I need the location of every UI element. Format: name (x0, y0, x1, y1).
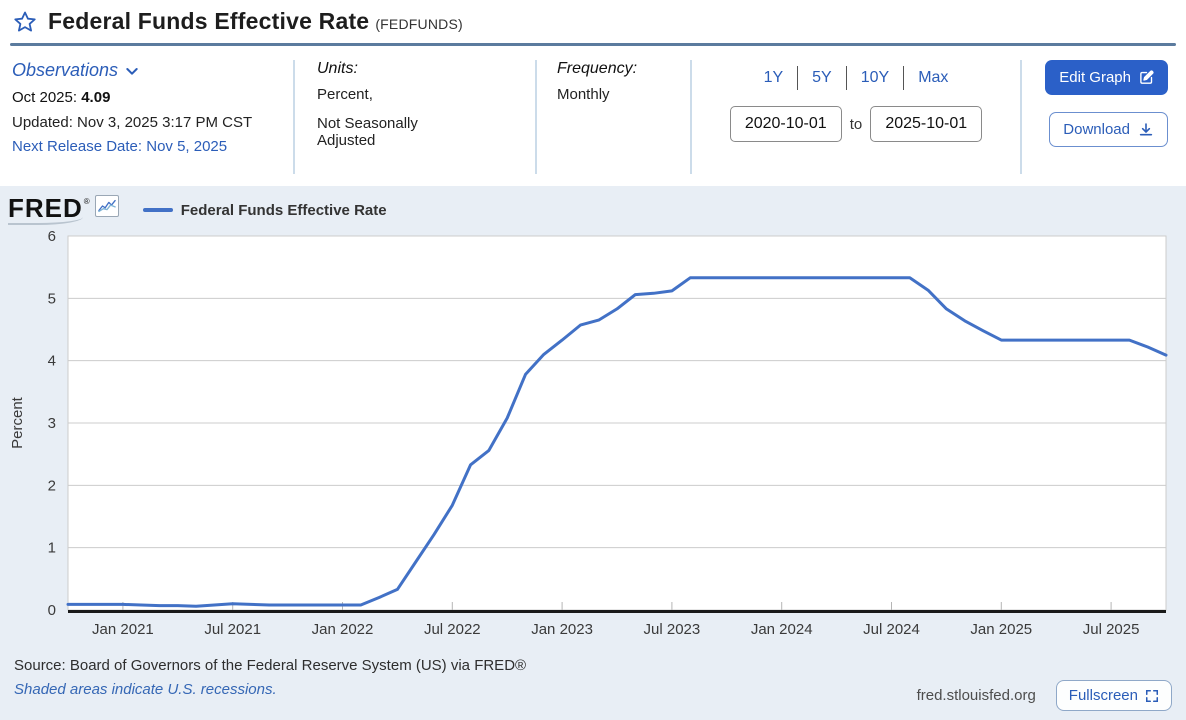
y-axis-title: Percent (9, 396, 26, 449)
fullscreen-button[interactable]: Fullscreen (1055, 680, 1172, 711)
latest-value: 4.09 (81, 89, 111, 106)
fred-wordmark: FRED (8, 193, 83, 225)
footer-right: fred.stlouisfed.org Fullscreen (917, 680, 1172, 711)
chart-legend: Federal Funds Effective Rate (142, 201, 387, 219)
fullscreen-icon (1145, 689, 1159, 702)
x-tick-label: Jul 2025 (1083, 621, 1140, 638)
download-button[interactable]: Download (1049, 112, 1168, 147)
start-date-input[interactable] (729, 106, 842, 142)
x-tick-label: Jul 2024 (863, 621, 920, 638)
range-presets: 1Y 5Y 10Y Max (763, 66, 949, 90)
range-preset-1y[interactable]: 1Y (763, 69, 784, 86)
toolbar-divider (293, 60, 295, 174)
units-value: Percent, (317, 86, 373, 103)
site-url: fred.stlouisfed.org (916, 687, 1036, 704)
series-id: (FEDFUNDS) (375, 16, 463, 32)
units-panel: Units: Percent, Not Seasonally Adjusted (295, 58, 535, 176)
fred-chart-icon (94, 195, 119, 217)
x-tick-label: Jan 2023 (531, 621, 593, 638)
favorite-star-icon[interactable] (12, 9, 38, 35)
units-label: Units: (317, 60, 358, 77)
to-label: to (849, 115, 863, 133)
chevron-down-icon (126, 67, 138, 75)
y-tick-label: 6 (48, 228, 56, 245)
range-preset-10y[interactable]: 10Y (860, 69, 890, 86)
toolbar-divider (690, 60, 692, 174)
actions-panel: Edit Graph Download (1022, 58, 1186, 176)
frequency-label: Frequency: (557, 60, 638, 77)
download-label: Download (1063, 121, 1130, 138)
edit-graph-button[interactable]: Edit Graph (1045, 60, 1168, 95)
toolbar-divider (1020, 60, 1022, 174)
preset-separator (797, 66, 799, 90)
x-tick-label: Jul 2022 (424, 621, 481, 638)
updated-timestamp: Updated: Nov 3, 2025 3:17 PM CST (12, 114, 253, 131)
chart-header: FRED ® Federal Funds Effective Rate (0, 186, 1186, 225)
fred-logo[interactable]: FRED ® (8, 195, 119, 225)
range-preset-5y[interactable]: 5Y (812, 69, 832, 86)
legend-label: Federal Funds Effective Rate (180, 201, 387, 219)
x-tick-label: Jul 2023 (644, 621, 701, 638)
fullscreen-label: Fullscreen (1068, 687, 1138, 704)
end-date-input[interactable] (870, 106, 983, 142)
x-tick-label: Jan 2025 (970, 621, 1032, 638)
observations-dropdown[interactable]: Observations (12, 60, 140, 81)
source-attribution: Source: Board of Governors of the Federa… (14, 657, 527, 674)
chart-region: FRED ® Federal Funds Effective Rate 0 1 2 3… (0, 186, 1186, 720)
x-tick-label: Jan 2021 (92, 621, 154, 638)
registered-mark: ® (83, 197, 90, 206)
latest-observation: Oct 2025: 4.09 (12, 89, 111, 106)
range-preset-max[interactable]: Max (918, 69, 949, 86)
x-tick-label: Jan 2024 (751, 621, 813, 638)
units-adjustment: Not Seasonally Adjusted (317, 115, 418, 150)
y-tick-label: 1 (48, 540, 56, 557)
toolbar-divider (535, 60, 537, 174)
frequency-value: Monthly (557, 86, 610, 103)
header-divider (10, 43, 1176, 46)
page-title: Federal Funds Effective Rate (FEDFUNDS) (48, 8, 463, 34)
edit-icon (1140, 70, 1154, 84)
y-tick-label: 2 (48, 477, 56, 494)
chart-footer: Source: Board of Governors of the Federa… (0, 649, 1186, 720)
legend-line-swatch (142, 208, 173, 212)
x-tick-label: Jan 2022 (312, 621, 374, 638)
next-release-link[interactable]: Next Release Date: Nov 5, 2025 (12, 138, 228, 155)
footer-left: Source: Board of Governors of the Federa… (14, 655, 917, 711)
observations-panel: Observations Oct 2025: 4.09 Updated: Nov… (0, 58, 293, 176)
rate-line (66, 276, 1168, 608)
series-toolbar: Observations Oct 2025: 4.09 Updated: Nov… (0, 46, 1186, 186)
recessions-note-link[interactable]: Shaded areas indicate U.S. recessions. (14, 681, 277, 698)
frequency-panel: Frequency: Monthly (537, 58, 690, 176)
y-tick-label: 5 (48, 290, 56, 307)
date-range-panel: 1Y 5Y 10Y Max to (692, 58, 1020, 176)
rate-line-chart[interactable]: 0 1 2 3 4 5 6 Jan 2021 Jul 2021 Jan 2022 Jul 2022 J… (0, 224, 1186, 649)
date-range-inputs: to (729, 106, 983, 142)
download-icon (1139, 122, 1153, 135)
y-tick-label: 3 (48, 415, 56, 432)
x-tick-label: Jul 2021 (204, 621, 261, 638)
observations-label: Observations (12, 60, 119, 80)
y-tick-label: 0 (48, 602, 56, 619)
page-header: Federal Funds Effective Rate (FEDFUNDS) (0, 0, 1186, 41)
preset-separator (903, 66, 905, 90)
preset-separator (845, 66, 847, 90)
edit-graph-label: Edit Graph (1059, 69, 1131, 86)
y-tick-label: 4 (48, 353, 56, 370)
